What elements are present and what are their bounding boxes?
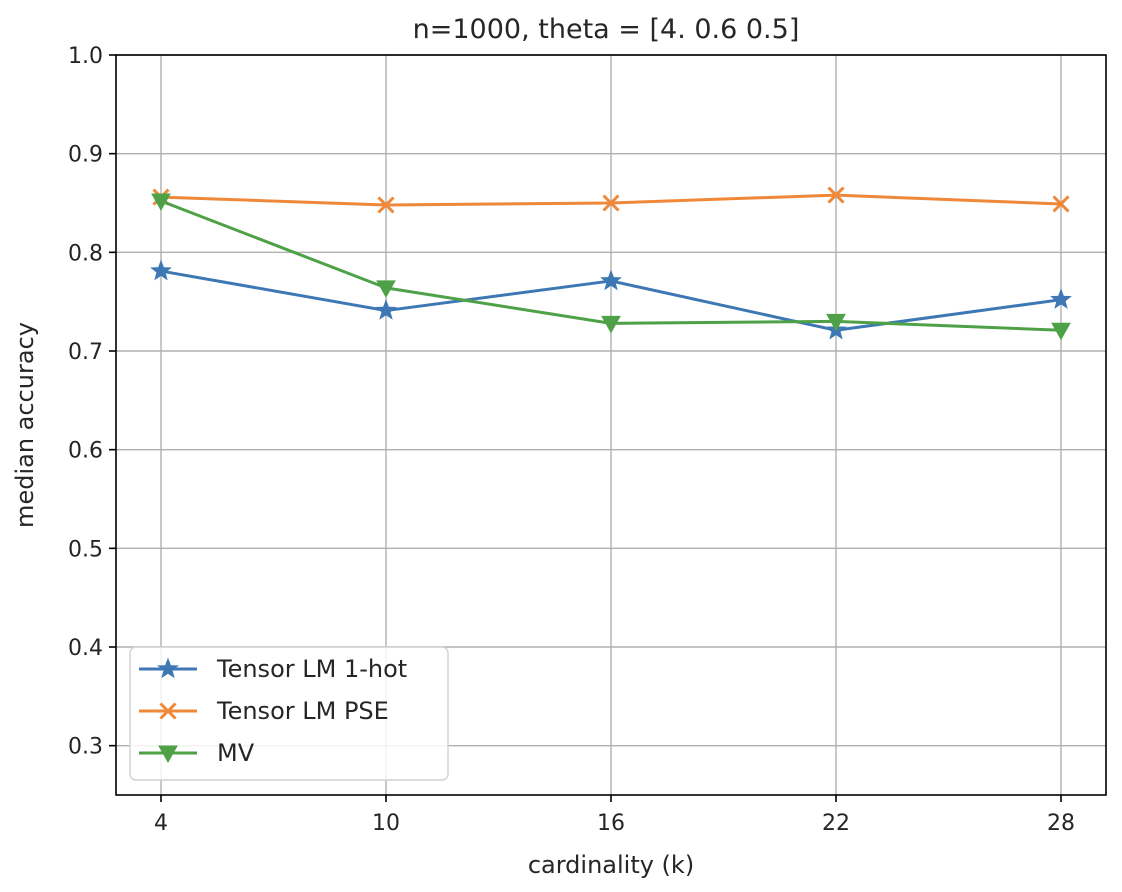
legend-label: MV	[217, 739, 255, 767]
data-point-star	[1050, 288, 1072, 309]
plot-frame	[115, 54, 1107, 796]
data-point-x	[1052, 195, 1070, 213]
y-tick-label: 0.7	[68, 340, 103, 365]
data-point-triangle	[1051, 322, 1071, 341]
data-point-triangle	[601, 315, 621, 334]
y-tick-label: 1.0	[68, 44, 103, 69]
y-tick-label: 0.3	[68, 735, 103, 760]
x-tick-label: 4	[154, 811, 168, 836]
y-tick-label: 0.6	[68, 439, 103, 464]
data-point-triangle	[826, 313, 846, 332]
data-point-star	[150, 259, 172, 281]
legend: Tensor LM 1-hot Tensor LM PSE MV	[129, 646, 449, 781]
data-point-star	[157, 657, 179, 679]
data-point-x	[377, 196, 395, 214]
y-tick-label: 0.9	[68, 143, 103, 168]
legend-item: Tensor LM 1-hot	[139, 655, 407, 683]
data-point-x	[159, 702, 177, 720]
data-point-triangle	[158, 745, 178, 764]
y-tick-label: 0.4	[68, 636, 103, 661]
y-axis-label: median accuracy	[11, 322, 39, 528]
series-tensor-lm-pse	[152, 186, 1070, 214]
x-tick-label: 16	[597, 811, 625, 836]
y-axis-ticks: 0.3 0.4 0.5 0.6 0.7 0.8 0.9 1.0	[68, 44, 116, 760]
series-mv	[151, 193, 1071, 341]
data-point-triangle	[376, 280, 396, 298]
x-axis-label: cardinality (k)	[528, 851, 694, 879]
legend-label: Tensor LM PSE	[216, 697, 389, 725]
legend-item: Tensor LM PSE	[139, 697, 389, 725]
chart-title: n=1000, theta = [4. 0.6 0.5]	[413, 14, 800, 45]
data-point-triangle	[151, 193, 171, 212]
series-tensor-lm-1-hot	[150, 259, 1072, 340]
y-tick-label: 0.5	[68, 537, 103, 562]
data-point-star	[600, 269, 622, 291]
x-tick-label: 22	[822, 811, 850, 836]
series-lines	[150, 186, 1072, 341]
legend-box	[129, 646, 449, 781]
x-axis-ticks: 4 10 16 22 28	[154, 795, 1075, 836]
legend-label: Tensor LM 1-hot	[216, 655, 407, 683]
x-tick-label: 10	[372, 811, 400, 836]
data-point-x	[827, 186, 845, 204]
legend-item: MV	[139, 739, 255, 767]
y-tick-label: 0.8	[68, 241, 103, 266]
x-tick-label: 28	[1047, 811, 1075, 836]
data-point-star	[375, 299, 397, 320]
data-point-x	[602, 194, 620, 212]
